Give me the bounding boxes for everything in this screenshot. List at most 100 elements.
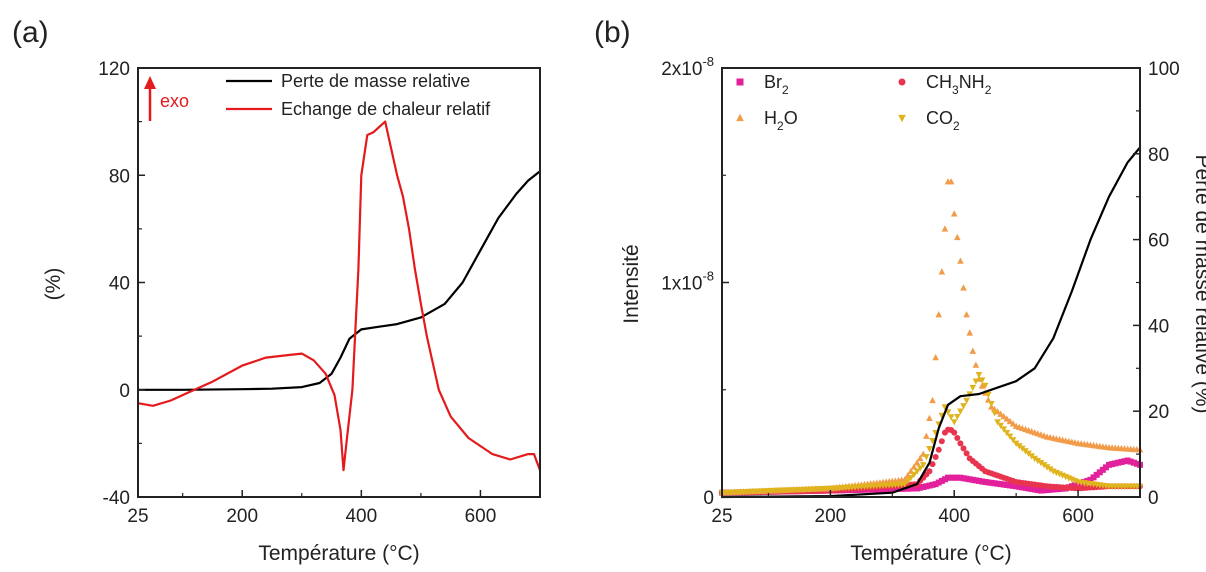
series-b-ch3nh2-point — [929, 461, 936, 468]
chart-b-marks — [718, 146, 1144, 499]
series-b-co2-point — [1009, 437, 1017, 444]
series-b-br2-point — [1087, 476, 1094, 483]
series-b-br2-point — [889, 486, 896, 493]
exo-arrowhead-icon — [144, 76, 156, 89]
series-b-br2-point — [982, 478, 989, 485]
chart-b-y-right-tick-label: 80 — [1148, 145, 1169, 166]
series-b-co2-point — [981, 382, 989, 390]
series-b-br2-point — [1121, 458, 1128, 465]
series-b-br2-point — [1010, 482, 1017, 489]
series-b-h2o-point — [932, 353, 939, 361]
chart-b-x-tick-label: 200 — [815, 506, 847, 527]
series-b-br2-point — [985, 479, 992, 486]
legend-b-marker-1 — [898, 78, 906, 86]
chart-b-x-tick-label: 600 — [1062, 506, 1094, 527]
series-b-br2-point — [1016, 483, 1023, 490]
series-b-co2-point — [1043, 464, 1051, 471]
series-b-co2-point — [950, 419, 958, 426]
series-b-ch3nh2-point — [932, 453, 939, 460]
series-b-co2-point — [1025, 450, 1032, 457]
series-b-co2-point — [991, 410, 998, 417]
series-b-h2o-point — [972, 361, 980, 368]
panel-label-b: (b) — [594, 16, 631, 49]
series-b-br2-point — [1025, 485, 1032, 492]
series-b-br2-point — [920, 483, 927, 490]
chart-a-y-tick-label: 80 — [109, 166, 130, 187]
series-b-co2-point — [910, 471, 918, 479]
chart-a: (a) 25 200 400 600 -40 0 40 80 120 Température (… — [12, 16, 542, 565]
series-b-co2-point — [923, 454, 930, 461]
series-b-co2-point — [929, 437, 936, 445]
chart-b-y-axis-title: Intensité — [620, 244, 643, 323]
series-b-br2-point — [1041, 487, 1048, 494]
series-b-h2o-point — [1006, 417, 1014, 425]
series-b-ch3nh2-point — [957, 440, 964, 447]
series-b-br2-point — [941, 476, 948, 483]
series-b-h2o-point — [916, 454, 924, 462]
series-b-br2-point — [1133, 460, 1140, 467]
series-b-h2o-point — [963, 311, 970, 318]
series-a-heat-exchange-line — [137, 120, 542, 472]
series-b-co2-point — [972, 378, 980, 385]
series-b-co2-point — [1040, 462, 1048, 469]
series-b-br2-point — [1003, 481, 1010, 488]
series-a-mass-loss-line — [138, 170, 541, 391]
series-b-h2o-point — [926, 414, 933, 422]
series-b-br2-point — [960, 475, 967, 482]
series-b-co2-point — [1034, 457, 1042, 465]
series-b-h2o-point — [913, 459, 921, 466]
chart-a-legend: Perte de masse relative Echange de chale… — [226, 71, 491, 119]
series-b-co2-point — [997, 422, 1004, 430]
series-b-br2-point — [991, 480, 998, 487]
series-b-br2-point — [988, 479, 995, 486]
series-b-co2-point — [916, 465, 924, 472]
series-b-h2o-point — [938, 268, 946, 275]
series-b-co2-point — [1019, 445, 1026, 452]
legend-b-marker-3 — [898, 114, 906, 123]
series-b-co2-point — [988, 400, 995, 408]
legend-b-label-part: Br — [764, 72, 782, 92]
series-b-ch3nh2-point — [963, 450, 970, 457]
legend-b-label-part: CO — [926, 108, 953, 128]
legend-b-label-0: Br2 — [764, 72, 789, 97]
chart-b: (b) 25 200 400 60001x10-82x10-8020406080100… — [594, 16, 1206, 565]
chart-a-marks — [137, 120, 542, 472]
series-b-h2o-point — [957, 257, 964, 264]
series-b-br2-point — [892, 485, 899, 492]
series-b-co2-point — [904, 478, 912, 485]
series-b-br2-point — [1019, 484, 1026, 491]
series-b-br2-point — [914, 485, 921, 492]
chart-b-y-right-tick-label: 0 — [1148, 488, 1159, 509]
series-b-br2-point — [917, 484, 924, 491]
series-b-br2-point — [997, 481, 1004, 488]
series-b-h2o-point — [969, 347, 977, 354]
series-b-ch3nh2-point — [960, 445, 967, 452]
series-b-h2o-point — [978, 382, 986, 389]
series-b-h2o-point — [966, 329, 974, 336]
series-b-br2-point — [1022, 484, 1029, 491]
chart-a-y-axis-title: (%) — [42, 268, 65, 301]
series-b-br2-point — [1071, 482, 1078, 489]
series-b-br2-point — [975, 477, 982, 484]
series-b-co2-point — [1000, 426, 1008, 433]
series-b-h2o-point — [947, 178, 955, 185]
series-b-h2o-point — [923, 432, 930, 439]
series-b-br2-point — [945, 474, 952, 481]
chart-a-x-tick-label: 200 — [226, 506, 258, 527]
series-b-br2-point — [1000, 481, 1007, 488]
series-b-h2o-point — [941, 225, 949, 232]
series-b-co2-point — [926, 446, 933, 453]
series-b-br2-point — [963, 475, 970, 482]
chart-a-x-axis-title: Température (°C) — [258, 542, 419, 565]
series-b-br2-point — [1090, 474, 1097, 481]
series-b-h2o-point — [1003, 415, 1011, 422]
legend-b-marker-2 — [736, 113, 744, 122]
series-b-co2-point — [960, 403, 967, 410]
series-b-br2-point — [1031, 486, 1038, 493]
legend-b-subscript: 3 — [952, 83, 959, 97]
series-b-br2-point — [954, 474, 961, 481]
series-b-co2-point — [978, 377, 986, 384]
chart-a-y-tick-label: 40 — [109, 274, 130, 295]
series-b-co2-point — [947, 414, 955, 421]
series-b-h2o-point — [910, 463, 918, 470]
